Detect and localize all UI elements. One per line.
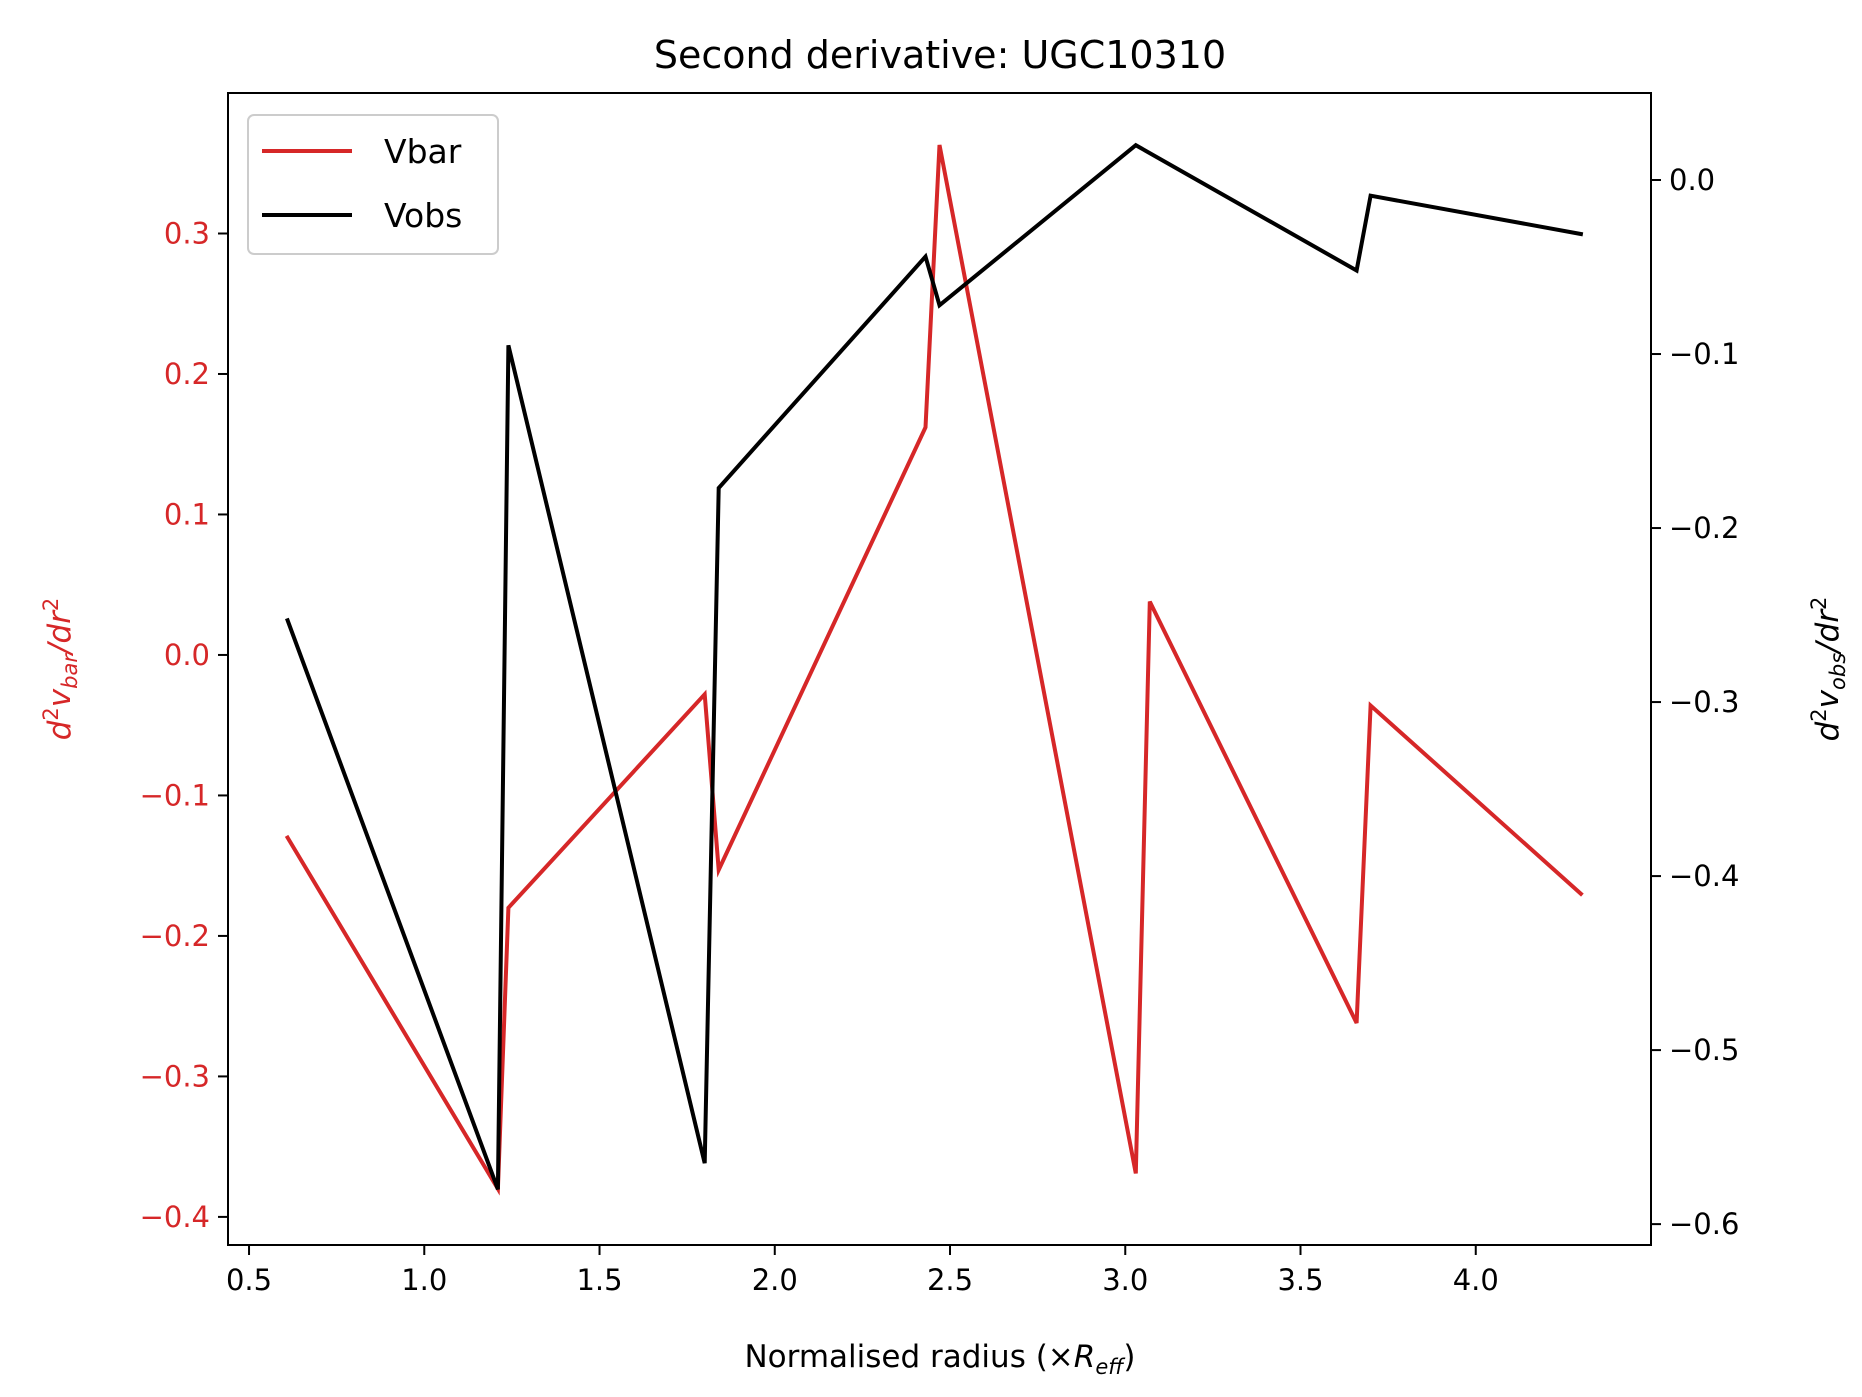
x-tick-label: 1.5 (576, 1263, 622, 1297)
right-y-tick-label: −0.1 (1669, 337, 1739, 371)
x-axis-title: Normalised radius (×Reff) (744, 1339, 1135, 1379)
right-y-tick-label: −0.4 (1669, 859, 1739, 893)
legend-label-vobs: Vobs (384, 196, 462, 235)
right-y-title-mid: /dr (1810, 608, 1846, 656)
x-tick-label: 3.0 (1102, 1263, 1148, 1297)
x-tick-label: 4.0 (1453, 1263, 1499, 1297)
x-axis-title-symbol: R (1074, 1339, 1096, 1375)
left-y-tick-label: −0.3 (140, 1059, 210, 1093)
left-y-title-v: v (42, 688, 78, 707)
series-line-vobs (285, 142, 1584, 1190)
x-axis-title-subscript: eff (1095, 1355, 1126, 1379)
left-y-title-sup: 2 (39, 707, 63, 720)
legend: Vbar Vobs (247, 114, 499, 255)
left-y-tick-label: 0.1 (164, 497, 210, 531)
right-y-axis: −0.6 −0.5 −0.4 −0.3 −0.2 −0.1 0.0 (1651, 163, 1739, 1241)
x-tick-label: 3.5 (1277, 1263, 1323, 1297)
left-y-axis: −0.4 −0.3 −0.2 −0.1 0.0 0.1 0.2 0.3 (140, 216, 228, 1234)
x-tick-label: 1.0 (401, 1263, 447, 1297)
left-y-title-sub: bar (58, 653, 82, 689)
left-y-axis-title: d2vbar/dr2 (39, 598, 82, 741)
x-tick-label: 2.5 (927, 1263, 973, 1297)
left-y-tick-label: −0.2 (140, 919, 210, 953)
x-axis-title-prefix: Normalised radius (× (744, 1339, 1073, 1375)
x-tick-label: 0.5 (226, 1263, 272, 1297)
x-tick-label: 2.0 (752, 1263, 798, 1297)
left-y-tick-label: −0.1 (140, 778, 210, 812)
right-y-axis-title: d2vobs/dr2 (1807, 597, 1850, 742)
right-y-title-sup: 2 (1807, 708, 1831, 721)
right-y-tick-label: −0.2 (1669, 511, 1739, 545)
plot-frame (227, 92, 1652, 1246)
plot-lines (284, 142, 1584, 1196)
right-y-title-sup2: 2 (1807, 597, 1831, 610)
x-axis-title-suffix: ) (1123, 1339, 1135, 1375)
right-y-tick-label: −0.3 (1669, 685, 1739, 719)
left-y-title-d: d (42, 720, 78, 740)
right-y-tick-label: −0.6 (1669, 1207, 1739, 1241)
legend-label-vbar: Vbar (384, 132, 462, 171)
right-y-tick-label: −0.5 (1669, 1033, 1739, 1067)
right-y-title-v: v (1810, 689, 1846, 708)
right-y-title-d: d (1810, 721, 1846, 741)
chart-title: Second derivative: UGC10310 (654, 33, 1226, 77)
left-y-title-mid: /dr (42, 609, 78, 657)
x-axis: 0.5 1.0 1.5 2.0 2.5 3.0 3.5 4.0 (226, 1245, 1499, 1297)
right-y-title-sub: obs (1826, 653, 1850, 690)
left-y-tick-label: 0.3 (164, 216, 210, 250)
left-y-tick-label: 0.2 (164, 357, 210, 391)
left-y-title-sup2: 2 (39, 598, 63, 611)
right-y-tick-label: 0.0 (1669, 163, 1715, 197)
left-y-tick-label: 0.0 (164, 638, 210, 672)
left-y-tick-label: −0.4 (140, 1200, 210, 1234)
